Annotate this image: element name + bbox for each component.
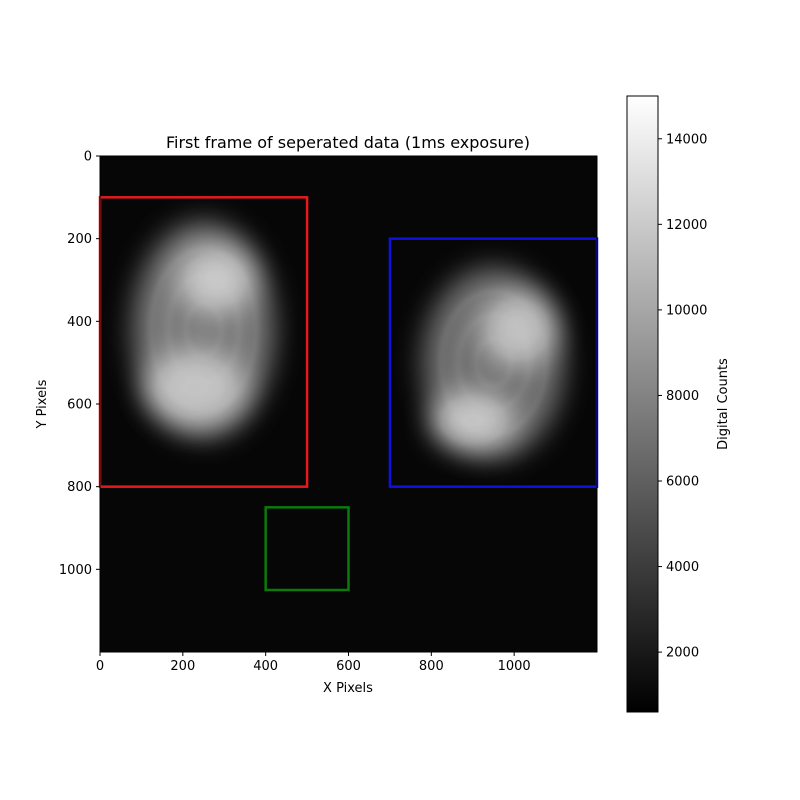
colorbar (626, 95, 659, 713)
fringe-ring (439, 290, 548, 435)
fringe-ring (440, 397, 505, 444)
fringe-ring (474, 337, 513, 388)
fringe-ring (149, 248, 258, 412)
fringe-ring (187, 254, 245, 306)
x-tick-label: 200 (170, 659, 195, 674)
colorbar-label: Digital Counts (716, 358, 731, 450)
colorbar-tick-label: 14000 (666, 132, 707, 147)
colorbar-tick-label: 2000 (666, 646, 699, 661)
fringe-ring (507, 319, 529, 340)
x-axis: 0 200 400 600 800 1000 (96, 652, 531, 674)
x-tick-label: 400 (253, 659, 278, 674)
fringe-ring (205, 270, 227, 290)
fringe-ring (167, 274, 240, 385)
y-tick-label: 400 (67, 315, 92, 330)
roi-rectangle (264, 506, 350, 592)
colorbar-tick-label: 4000 (666, 560, 699, 575)
y-tick-label: 200 (67, 232, 92, 247)
y-tick-label: 800 (67, 480, 92, 495)
colorbar-tick-label: 12000 (666, 218, 707, 233)
x-tick-label: 800 (419, 659, 444, 674)
fringe-ring (196, 262, 236, 298)
y-tick-label: 1000 (59, 563, 92, 578)
colorbar-tick-label: 10000 (666, 303, 707, 318)
y-tick-label: 600 (67, 398, 92, 413)
x-axis-label: X Pixels (323, 681, 373, 696)
x-tick-label: 1000 (498, 659, 531, 674)
colorbar-tick-label: 8000 (666, 389, 699, 404)
intensity-blob (145, 350, 245, 425)
fringe-ring (169, 367, 222, 408)
colorbar-tick-label: 6000 (666, 475, 699, 490)
chart-title: First frame of seperated data (1ms expos… (166, 133, 530, 152)
fringe-ring (461, 412, 485, 429)
fringe-ring (156, 358, 234, 417)
x-tick-label: 600 (336, 659, 361, 674)
y-tick-label: 0 (84, 150, 92, 165)
fringe-ring (498, 310, 538, 350)
colorbar-axis: 2000 4000 6000 8000 10000 12000 14000 (658, 132, 707, 661)
fringe-ring (451, 405, 495, 436)
x-tick-label: 0 (96, 659, 104, 674)
y-axis: 0 200 400 600 800 1000 (59, 150, 100, 578)
fringe-ring (489, 300, 548, 359)
fringe-ring (181, 377, 209, 398)
y-axis-label: Y Pixels (35, 379, 50, 429)
